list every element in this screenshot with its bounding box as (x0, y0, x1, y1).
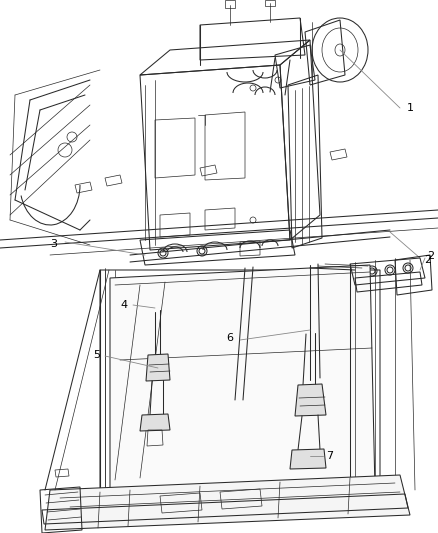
Circle shape (308, 328, 312, 332)
Circle shape (153, 306, 157, 310)
Circle shape (250, 327, 254, 333)
Text: 7: 7 (326, 451, 333, 461)
Polygon shape (146, 354, 170, 381)
Polygon shape (290, 449, 326, 469)
Polygon shape (45, 475, 410, 530)
Text: 2: 2 (427, 251, 434, 261)
Text: 4: 4 (121, 300, 128, 310)
Polygon shape (295, 384, 326, 416)
Text: 6: 6 (226, 333, 233, 343)
Text: 1: 1 (407, 103, 414, 113)
Text: 3: 3 (50, 239, 57, 249)
Text: 5: 5 (93, 350, 100, 360)
Text: 2: 2 (424, 255, 431, 265)
Polygon shape (110, 265, 375, 502)
Polygon shape (140, 414, 170, 431)
